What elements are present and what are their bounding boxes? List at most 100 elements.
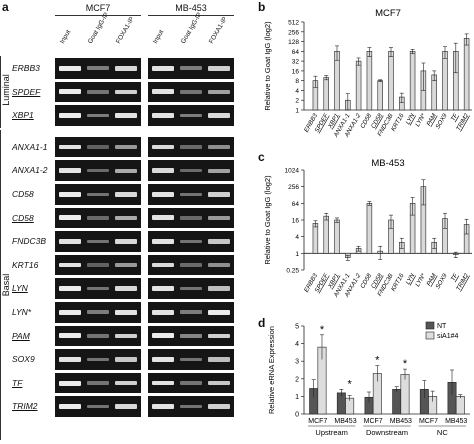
lane-label: FOXA1-IP <box>207 15 229 45</box>
gel-box <box>55 207 141 229</box>
group-label: NC <box>437 428 448 437</box>
gene-row-label: KRT16 <box>12 259 39 270</box>
lane-label: Input <box>58 28 73 45</box>
gel-band <box>59 309 81 315</box>
gel-band <box>115 333 137 339</box>
gel-box <box>55 105 141 126</box>
y-tick-label: 4 <box>295 234 299 241</box>
y-tick-label: 3 <box>295 359 299 366</box>
y-tick-label: 16 <box>292 218 300 225</box>
gel-band <box>87 334 109 338</box>
category-label: TF <box>450 271 460 282</box>
gel-box <box>55 325 141 347</box>
lane-label: FOXA1-IP <box>114 15 136 45</box>
y-tick-label: 1 <box>295 251 299 258</box>
gel-band <box>59 286 81 292</box>
y-tick-label: 0 <box>295 412 299 419</box>
y-axis-label: Relative to Goat IgG (log2) <box>263 21 272 111</box>
gel-band <box>115 239 137 244</box>
group-label-basal: Basal <box>1 273 11 297</box>
y-tick-label: 512 <box>288 20 299 27</box>
gel-band <box>115 309 137 315</box>
category-label: TF <box>450 111 460 122</box>
chart-title: MB-453 <box>371 158 404 169</box>
gel-band <box>152 357 174 362</box>
gel-band <box>87 145 109 149</box>
gel-band <box>208 263 230 268</box>
category-label: SOX9 <box>434 112 449 130</box>
y-tick-label: 0.25 <box>286 268 299 275</box>
gel-band <box>180 381 202 385</box>
bar <box>312 223 319 254</box>
legend-label: NT <box>437 323 447 330</box>
y-tick-label: 256 <box>288 184 299 191</box>
y-axis-label: Relative to Goat IgG (log2) <box>263 175 272 265</box>
bar <box>377 80 383 111</box>
panel-a-letter: a <box>2 0 9 14</box>
gel-band <box>115 263 137 268</box>
gel-band <box>152 262 174 268</box>
gel-band <box>152 286 174 292</box>
gel-band <box>208 89 230 94</box>
y-tick-label: 64 <box>292 201 300 208</box>
gel-band <box>59 168 81 174</box>
category-label: MB453 <box>334 418 356 425</box>
gel-box <box>148 396 234 417</box>
y-tick-label: 4 <box>295 88 299 95</box>
gel-band <box>180 66 202 71</box>
gel-band <box>115 357 137 362</box>
gel-box <box>55 136 141 158</box>
gel-band <box>152 215 174 221</box>
gel-band <box>115 404 137 410</box>
gel-box <box>55 302 141 323</box>
gel-box <box>148 231 234 252</box>
gel-band <box>208 239 230 244</box>
gel-band <box>152 168 174 174</box>
gene-row-label: ANXA1-2 <box>12 165 48 176</box>
gel-band <box>152 309 174 315</box>
gel-band <box>180 239 202 244</box>
bar <box>409 51 416 111</box>
cell-line-title: MCF7 <box>85 3 111 13</box>
group-label: Downstream <box>366 428 408 437</box>
gel-box <box>148 278 234 299</box>
bar <box>392 389 402 415</box>
category-label: LYN* <box>414 112 427 128</box>
gel-band <box>180 168 202 173</box>
gel-band <box>152 333 174 339</box>
y-tick-label: 1 <box>295 394 299 401</box>
significance-mark: * <box>375 355 380 367</box>
gel-band <box>152 65 174 71</box>
category-label: LYN* <box>414 272 427 288</box>
gel-band <box>180 333 202 338</box>
y-tick-label: 2 <box>295 376 299 383</box>
gel-band <box>59 333 81 339</box>
gel-box <box>148 58 234 79</box>
gel-box <box>55 396 141 417</box>
gene-row-label: TF <box>12 377 23 388</box>
gel-band <box>115 191 137 197</box>
y-tick-label: 64 <box>292 49 300 56</box>
y-axis-label: Relative eRNA Expression <box>267 326 276 414</box>
gene-row-label: CD58 <box>12 212 34 223</box>
y-tick-label: 4 <box>295 341 299 348</box>
gel-band <box>87 239 109 244</box>
bar <box>455 396 465 415</box>
gel-band <box>208 404 230 409</box>
gene-row-label: SOX9 <box>12 354 35 365</box>
gel-box <box>55 231 141 252</box>
gel-band <box>59 404 81 410</box>
gel-band <box>59 113 81 118</box>
cell-line-divider <box>148 15 234 16</box>
gel-band <box>152 89 174 95</box>
panel-b-letter: b <box>258 0 266 14</box>
gel-band <box>208 333 230 339</box>
gel-band <box>180 310 202 315</box>
gel-band <box>115 168 137 173</box>
gel-box <box>55 254 141 276</box>
lane-label: Goat IgG-IP <box>179 11 204 45</box>
group-label: Upstream <box>315 428 348 437</box>
gel-band <box>208 309 230 315</box>
gene-row-label: CD58 <box>12 189 34 199</box>
gene-row-label: LYN* <box>12 307 32 317</box>
